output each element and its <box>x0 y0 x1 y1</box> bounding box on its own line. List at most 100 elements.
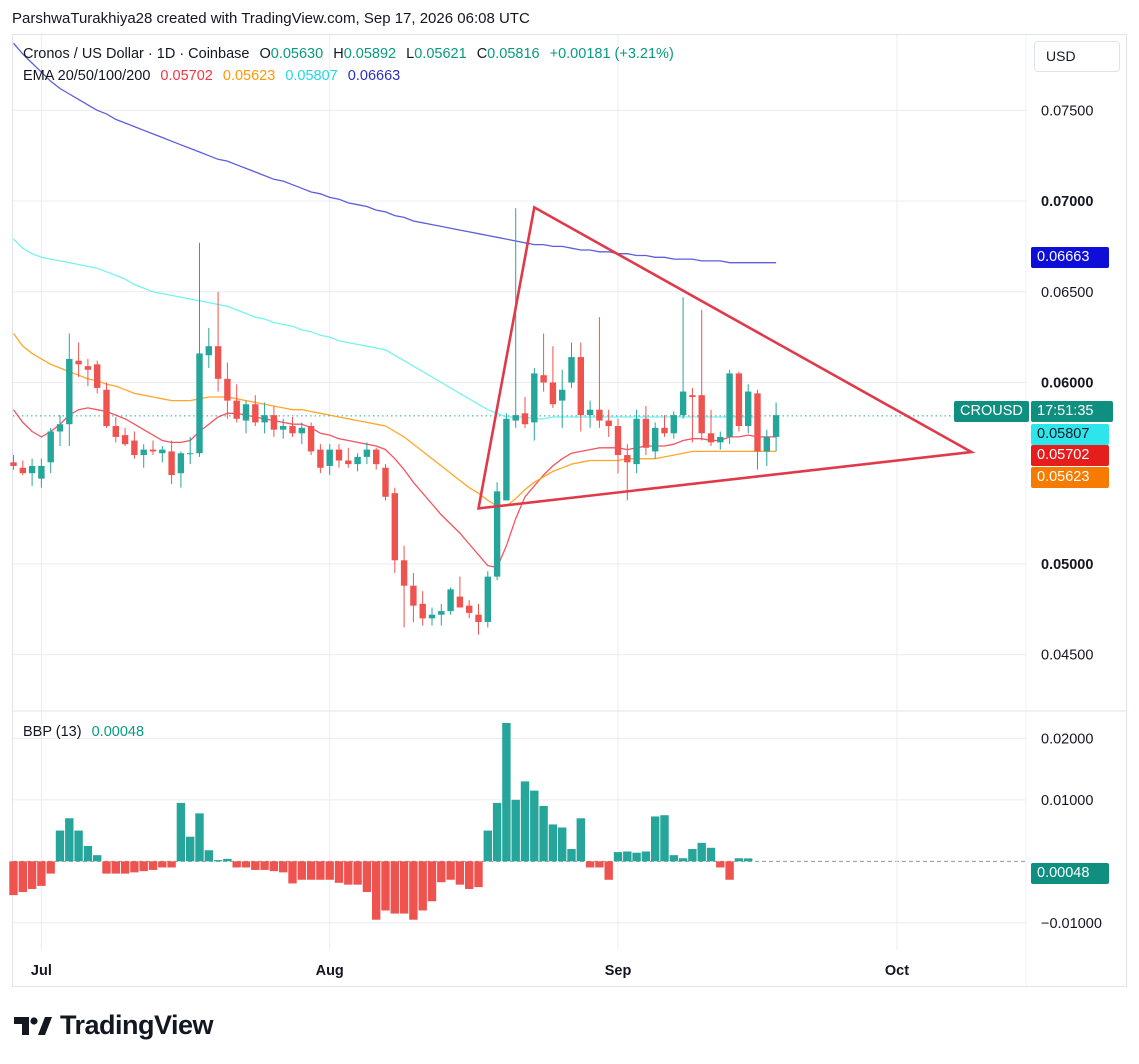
bbp-bar <box>176 802 186 862</box>
candle-body <box>624 455 631 463</box>
candle <box>438 603 445 626</box>
candle-body <box>484 576 491 622</box>
bbp-bar <box>148 861 158 870</box>
candle <box>270 406 278 437</box>
candle <box>568 342 575 388</box>
candle-body <box>670 415 677 434</box>
candle-body <box>679 391 687 416</box>
bbp-bar <box>669 855 678 862</box>
candle-body <box>410 585 417 606</box>
candle <box>559 369 566 428</box>
candle-body <box>466 605 473 613</box>
currency-button[interactable]: USD <box>1034 41 1120 72</box>
candle <box>233 384 240 423</box>
candle-body <box>559 389 566 401</box>
candle <box>726 369 733 445</box>
candle-body <box>168 451 175 476</box>
candle <box>512 208 519 428</box>
candle <box>103 382 110 428</box>
candle-body <box>717 436 724 443</box>
bbp-bar <box>279 861 288 873</box>
candle <box>121 427 129 446</box>
bbp-bar <box>390 861 399 914</box>
candle <box>503 413 510 501</box>
bbp-bar <box>139 861 148 872</box>
bbp-bar <box>9 861 18 896</box>
bbp-bar <box>316 861 325 880</box>
candle <box>596 317 603 428</box>
candle-body <box>233 400 240 419</box>
candle <box>577 342 584 432</box>
candle-body <box>56 424 64 432</box>
candle <box>307 422 315 456</box>
candle <box>214 291 222 392</box>
candle <box>66 333 73 446</box>
ema200-line <box>13 42 777 264</box>
candle-body <box>633 418 640 465</box>
bbp-bar <box>381 861 390 911</box>
bbp-bar <box>604 861 613 880</box>
bbp-bar <box>55 830 65 862</box>
open-value: 0.05630 <box>270 46 324 62</box>
change-value: +0.00181 (+3.21%) <box>549 46 674 62</box>
candle <box>540 333 547 392</box>
candle <box>140 444 147 468</box>
candle-body <box>754 393 761 452</box>
candle-body <box>707 433 715 443</box>
bbp-bar <box>725 861 734 880</box>
bbp-bar <box>204 850 213 862</box>
candle <box>242 400 250 434</box>
bbp-bar <box>483 830 492 862</box>
candle <box>326 444 333 476</box>
candle-body <box>149 449 157 452</box>
bbp-bar <box>213 860 223 862</box>
candle-body <box>493 491 501 577</box>
bbp-bar <box>288 861 297 884</box>
candle <box>168 440 175 485</box>
candle-body <box>261 415 268 423</box>
bbp-legend: BBP (13) 0.00048 <box>23 724 150 740</box>
candle-body <box>205 346 212 356</box>
bbp-bar <box>74 830 83 862</box>
bbp-bar <box>186 836 195 862</box>
triangle-pattern <box>476 205 976 510</box>
ema200-value: 0.06663 <box>347 68 401 84</box>
tradingview-wordmark: TradingView <box>60 1010 214 1040</box>
candle <box>679 297 687 419</box>
ema100-value: 0.05807 <box>285 68 338 84</box>
bbp-bar <box>446 861 455 880</box>
bbp-bar <box>372 861 381 920</box>
bbp-bar <box>641 851 651 862</box>
tradingview-logo[interactable]: TradingView <box>14 1010 214 1041</box>
bbp-value-tag: 0.00048 <box>1031 863 1109 884</box>
bbp-bar <box>18 861 27 893</box>
candle <box>363 442 371 465</box>
candle <box>382 464 389 501</box>
candle-body <box>391 493 398 561</box>
chart-svg[interactable]: 0.07500 0.07000 0.06500 0.06000 0.05000 0.045… <box>0 0 1139 1000</box>
candle <box>261 402 268 434</box>
candle <box>652 422 659 459</box>
candle <box>586 400 594 428</box>
ema20-price-tag: 0.05702 <box>1031 445 1109 466</box>
candle-body <box>270 415 278 430</box>
bbp-bar <box>334 861 344 883</box>
candle-body <box>772 415 780 437</box>
candle-body <box>503 418 510 501</box>
candle-body <box>456 596 464 608</box>
bbp-bar <box>269 861 279 872</box>
bbp-bar <box>688 849 697 862</box>
candle <box>717 431 724 450</box>
bbp-bar <box>502 723 511 862</box>
candle-body <box>177 453 185 474</box>
candle-body <box>475 614 482 622</box>
bbp-bar <box>734 858 744 862</box>
bbp-bars <box>9 723 753 920</box>
bbp-bar <box>455 861 465 885</box>
candle-body <box>298 427 305 434</box>
bbp-bar <box>558 827 567 862</box>
candle <box>745 384 752 434</box>
candle-body <box>307 426 315 452</box>
candle-body <box>586 409 594 416</box>
candle-body <box>10 462 17 466</box>
